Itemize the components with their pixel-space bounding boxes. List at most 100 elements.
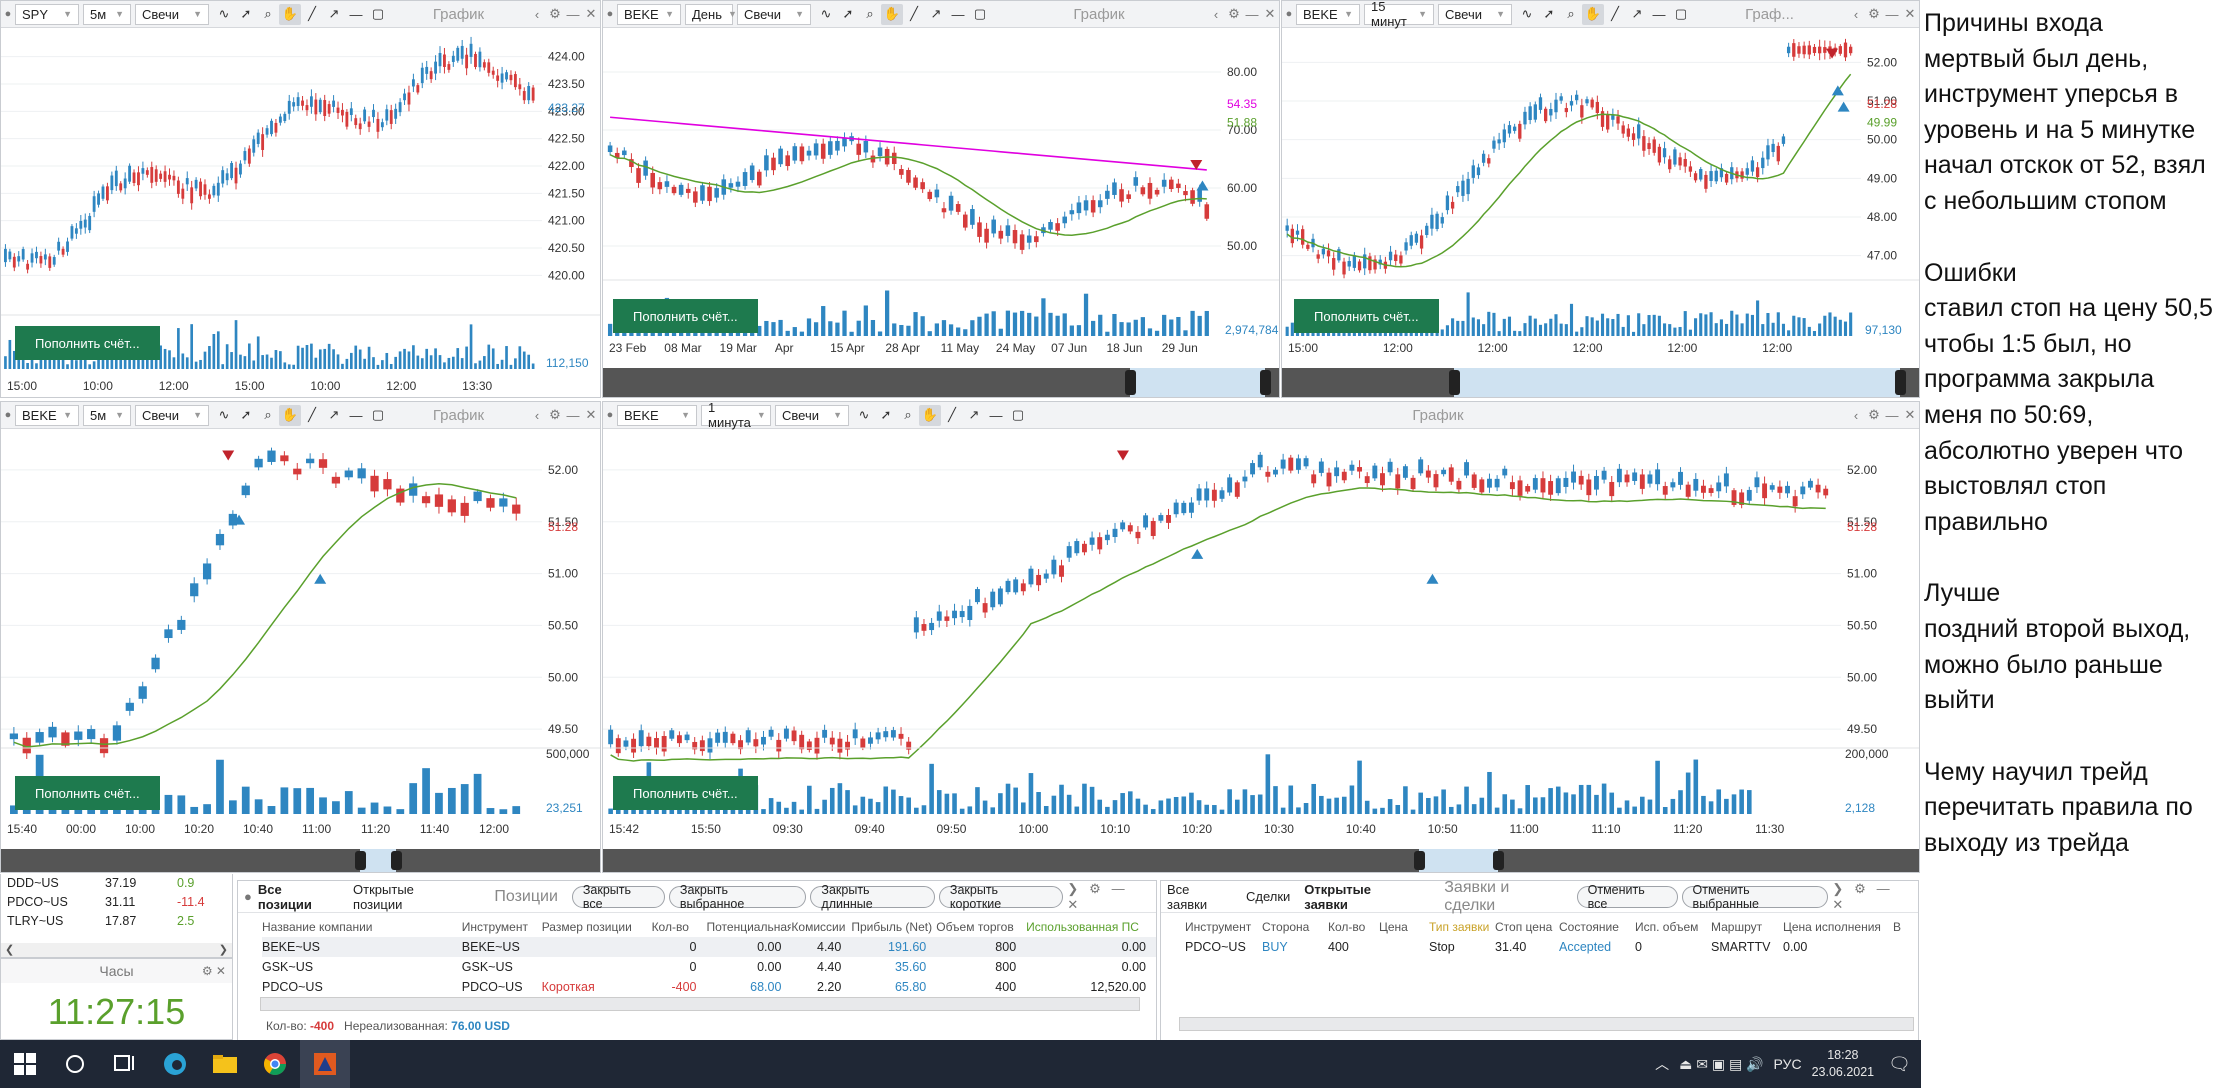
watchlist-row[interactable]: DDD~US 37.19 0.9 [7,874,226,893]
hand-pan-icon[interactable]: ✋ [279,3,301,25]
column-header[interactable]: Использованная ПС [1026,920,1139,934]
rectangle-icon[interactable]: ▢ [1674,6,1688,21]
column-header[interactable]: Сторона [1262,920,1310,934]
zoom-icon[interactable]: ⌕ [866,6,874,21]
minimize-icon[interactable]: — [1885,407,1899,423]
arrow-tool-icon[interactable]: ↗ [1631,6,1643,21]
time-navigator[interactable] [603,849,1919,872]
zoom-icon[interactable]: ⌕ [1567,6,1575,21]
zoom-icon[interactable]: ⌕ [264,407,272,422]
cursor-icon[interactable]: ➚ [240,6,252,21]
arrow-tool-icon[interactable]: ↗ [328,407,340,422]
pin-icon[interactable]: ● [606,8,614,20]
navigator-right-handle[interactable] [391,851,403,870]
chart-type-select[interactable]: Свечи ▼ [737,3,811,25]
trendline-icon[interactable]: ╱ [1611,6,1619,21]
tray-icons[interactable]: ⏏ ✉ ▣ ▤ 🔊 [1679,1055,1764,1072]
close-icon[interactable]: ✕ [585,6,597,21]
trendline-icon[interactable]: ╱ [308,6,316,21]
horizontal-line-icon[interactable]: — [349,6,363,22]
symbol-select[interactable]: SPY ▼ [15,3,79,25]
cursor-icon[interactable]: ➚ [880,407,892,422]
symbol-select[interactable]: BEKE ▼ [617,3,681,25]
orders-controls[interactable]: ❯ ⚙ — ✕ [1832,880,1897,912]
scroll-left-icon[interactable]: ❮ [5,944,15,956]
task-view-icon[interactable] [100,1040,150,1088]
zoom-icon[interactable]: ⌕ [264,6,272,21]
rectangle-icon[interactable]: ▢ [371,6,385,21]
watchlist-row[interactable]: TLRY~US 17.87 2.5 [7,912,226,931]
navigator-right-handle[interactable] [1894,370,1906,395]
windows-start-icon[interactable] [0,1040,50,1088]
navigator-left-handle[interactable] [1413,851,1425,870]
tab-all-orders[interactable]: Все заявки [1167,881,1208,912]
settings-icon[interactable]: ⚙ [1228,6,1240,21]
minimize-icon[interactable]: — [566,6,580,22]
column-header[interactable]: Исп. объем [1635,920,1699,934]
column-header[interactable]: Тип заявки [1429,920,1490,934]
tab-trades[interactable]: Сделки [1245,889,1291,904]
settings-icon[interactable]: ⚙ [549,6,561,21]
arrow-tool-icon[interactable]: ↗ [930,6,942,21]
collapse-icon[interactable]: ‹ [534,407,540,423]
minimize-icon[interactable]: — [1245,6,1259,22]
column-header[interactable]: Кол-во [1328,920,1366,934]
interval-select[interactable]: 5м ▼ [83,404,131,426]
indicators-icon[interactable]: ∿ [820,6,832,21]
navigator-left-handle[interactable] [1448,370,1460,395]
interval-select[interactable]: День ▼ [685,3,737,25]
navigator-right-handle[interactable] [1260,370,1272,395]
fund-account-button[interactable]: Пополнить счёт... [15,776,160,810]
close-selected-button[interactable]: Закрыть выбранное [668,883,807,911]
interval-select[interactable]: 5м ▼ [83,3,131,25]
chart-type-select[interactable]: Свечи ▼ [135,3,209,25]
collapse-icon[interactable]: ‹ [1853,407,1859,423]
chart-panel-c4[interactable]: ● BEKE ▼ 5м ▼ Свечи ▼ ∿ ➚ ⌕ ✋ ╱ ↗ — ▢ Графи… [0,401,601,873]
position-row[interactable]: GSK~US GSK~US 0 0.00 4.40 35.60 800 0.00 [262,957,1156,977]
scroll-right-icon[interactable]: ❯ [218,944,228,956]
navigator-left-handle[interactable] [355,851,367,870]
column-header[interactable]: Прибыль (Net) [851,920,933,934]
position-row[interactable]: PDCO~US PDCO~US Короткая -400 68.00 2.20 65.80… [262,977,1156,997]
horizontal-line-icon[interactable]: — [349,407,363,423]
chart-panel-c1[interactable]: ● SPY ▼ 5м ▼ Свечи ▼ ∿ ➚ ⌕ ✋ ╱ ↗ — ▢ График… [0,0,601,398]
navigator-selection[interactable] [1130,368,1266,397]
navigator-selection[interactable] [1418,849,1498,872]
symbol-select[interactable]: BEKE ▼ [1296,3,1360,25]
time-navigator[interactable] [603,368,1279,397]
column-header[interactable]: В [1893,920,1902,934]
pin-icon[interactable]: ● [1285,8,1293,20]
collapse-icon[interactable]: ‹ [534,6,540,22]
arrow-tool-icon[interactable]: ↗ [328,6,340,21]
column-header[interactable]: Маршрут [1711,920,1763,934]
close-icon[interactable]: ✕ [1904,407,1916,422]
hand-pan-icon[interactable]: ✋ [881,3,903,25]
fund-account-button[interactable]: Пополнить счёт... [1294,299,1439,333]
cancel-selected-button[interactable]: Отменить выбранные [1681,883,1829,911]
column-header[interactable]: Цена исполнения [1783,920,1881,934]
interval-select[interactable]: 1 минута ▼ [701,402,771,430]
settings-icon[interactable]: ⚙ [1868,407,1880,422]
hand-pan-icon[interactable]: ✋ [919,404,941,426]
chart-type-select[interactable]: Свечи ▼ [775,404,849,426]
fund-account-button[interactable]: Пополнить счёт... [15,326,160,360]
cancel-all-button[interactable]: Отменить все [1576,883,1678,911]
positions-scrollbar[interactable] [260,997,1140,1011]
chart-panel-c5[interactable]: ● BEKE ▼ 1 минута ▼ Свечи ▼ ∿ ➚ ⌕ ✋ ╱ ↗ — ▢… [602,401,1920,873]
navigator-selection[interactable] [1453,368,1900,397]
time-navigator[interactable] [1,849,600,872]
settings-icon[interactable]: ⚙ [1868,6,1880,21]
close-icon[interactable]: ✕ [1264,6,1276,21]
minimize-icon[interactable]: — [1885,6,1899,22]
trendline-icon[interactable]: ╱ [948,407,956,422]
hand-pan-icon[interactable]: ✋ [279,404,301,426]
column-header[interactable]: Объем торгов [936,920,1014,934]
pin-icon[interactable]: ● [4,8,12,20]
tray-clock[interactable]: 18:28 23.06.2021 [1811,1048,1875,1079]
close-icon[interactable]: ✕ [585,407,597,422]
rectangle-icon[interactable]: ▢ [973,6,987,21]
collapse-icon[interactable]: ‹ [1213,6,1219,22]
tab-open-positions[interactable]: Открытые позиции [353,881,414,912]
horizontal-line-icon[interactable]: — [989,407,1003,423]
close-short-button[interactable]: Закрыть короткие [938,883,1064,911]
